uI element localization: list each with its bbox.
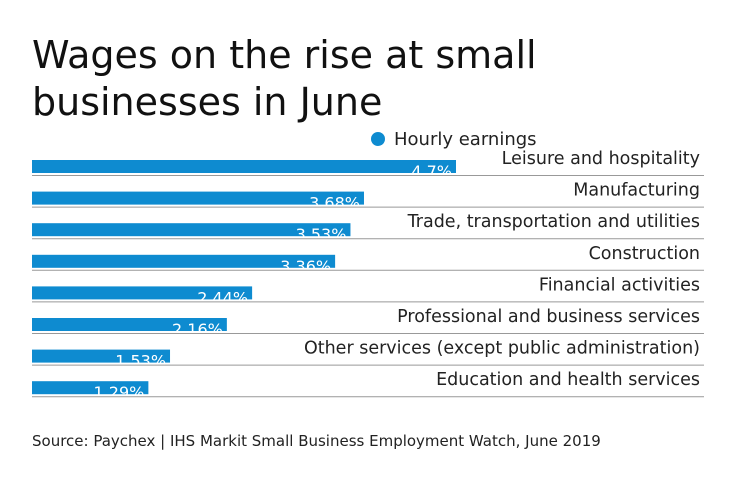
value-label: 3.36% (280, 257, 331, 276)
value-label: 2.44% (197, 288, 248, 307)
legend-label: Hourly earnings (394, 129, 537, 150)
title-line: businesses in June (32, 80, 382, 124)
category-label: Manufacturing (573, 181, 700, 201)
value-label: 4.7% (411, 162, 452, 181)
bar (32, 286, 253, 300)
value-label: 2.16% (172, 320, 223, 339)
value-label: 1.53% (115, 352, 166, 371)
source: Source: Paychex | IHS Markit Small Busin… (32, 432, 601, 450)
category-label: Leisure and hospitality (502, 149, 700, 169)
bar (32, 160, 456, 173)
bar (32, 254, 336, 268)
category-label: Construction (589, 244, 700, 264)
category-label: Professional and business services (397, 307, 700, 327)
bar (32, 381, 149, 395)
bar (32, 191, 364, 205)
value-label: 3.53% (296, 225, 347, 244)
value-label: 1.29% (94, 383, 145, 402)
category-label: Trade, transportation and utilities (407, 212, 700, 232)
category-label: Education and health services (436, 370, 700, 390)
category-label: Other services (except public administra… (304, 339, 700, 359)
bar (32, 318, 227, 331)
legend-marker (371, 132, 385, 146)
title-line: Wages on the rise at small (32, 33, 537, 77)
bar (32, 349, 171, 363)
category-label: Financial activities (539, 275, 700, 295)
chart-title: Wages on the rise at small businesses in … (32, 33, 537, 124)
bar (32, 223, 351, 237)
value-label: 3.68% (309, 194, 360, 213)
